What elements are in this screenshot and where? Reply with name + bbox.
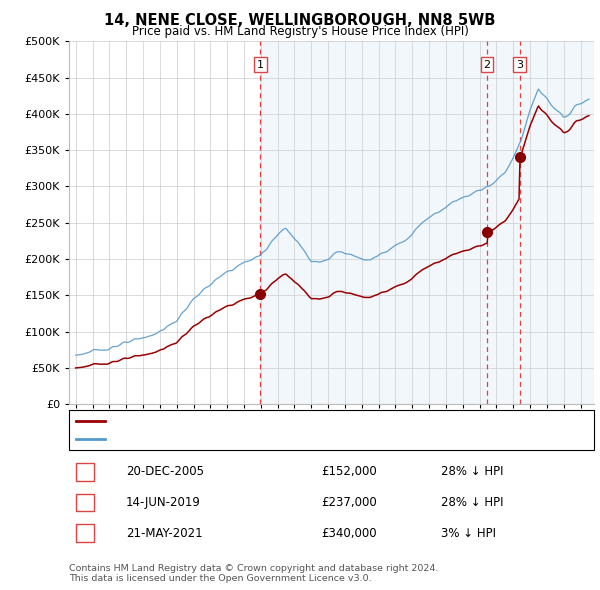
Text: 3: 3 bbox=[516, 60, 523, 70]
Text: Price paid vs. HM Land Registry's House Price Index (HPI): Price paid vs. HM Land Registry's House … bbox=[131, 25, 469, 38]
Text: 1: 1 bbox=[257, 60, 264, 70]
Text: £152,000: £152,000 bbox=[321, 466, 377, 478]
Text: 1: 1 bbox=[81, 466, 89, 478]
Text: 28% ↓ HPI: 28% ↓ HPI bbox=[441, 496, 503, 509]
Text: 20-DEC-2005: 20-DEC-2005 bbox=[126, 466, 204, 478]
Text: 21-MAY-2021: 21-MAY-2021 bbox=[126, 527, 203, 540]
Text: 2: 2 bbox=[81, 496, 89, 509]
Text: 2: 2 bbox=[484, 60, 491, 70]
Text: 3: 3 bbox=[81, 527, 89, 540]
Text: 14, NENE CLOSE, WELLINGBOROUGH, NN8 5WB: 14, NENE CLOSE, WELLINGBOROUGH, NN8 5WB bbox=[104, 13, 496, 28]
Text: Contains HM Land Registry data © Crown copyright and database right 2024.
This d: Contains HM Land Registry data © Crown c… bbox=[69, 563, 439, 583]
Text: £237,000: £237,000 bbox=[321, 496, 377, 509]
Bar bbox=[260, 41, 594, 404]
Text: 14-JUN-2019: 14-JUN-2019 bbox=[126, 496, 201, 509]
Text: HPI: Average price, detached house, North Northamptonshire: HPI: Average price, detached house, Nort… bbox=[110, 434, 416, 444]
Text: £340,000: £340,000 bbox=[321, 527, 377, 540]
Text: 28% ↓ HPI: 28% ↓ HPI bbox=[441, 466, 503, 478]
Text: 14, NENE CLOSE, WELLINGBOROUGH, NN8 5WB (detached house): 14, NENE CLOSE, WELLINGBOROUGH, NN8 5WB … bbox=[110, 416, 440, 426]
Text: 3% ↓ HPI: 3% ↓ HPI bbox=[441, 527, 496, 540]
